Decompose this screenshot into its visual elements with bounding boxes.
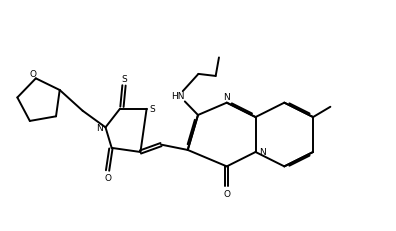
Text: O: O [104,174,111,182]
Text: S: S [121,74,127,83]
Text: N: N [96,123,103,132]
Text: S: S [150,105,155,114]
Text: O: O [29,69,36,78]
Text: O: O [223,189,230,198]
Text: N: N [259,148,265,157]
Text: HN: HN [171,91,184,100]
Text: N: N [223,93,230,102]
